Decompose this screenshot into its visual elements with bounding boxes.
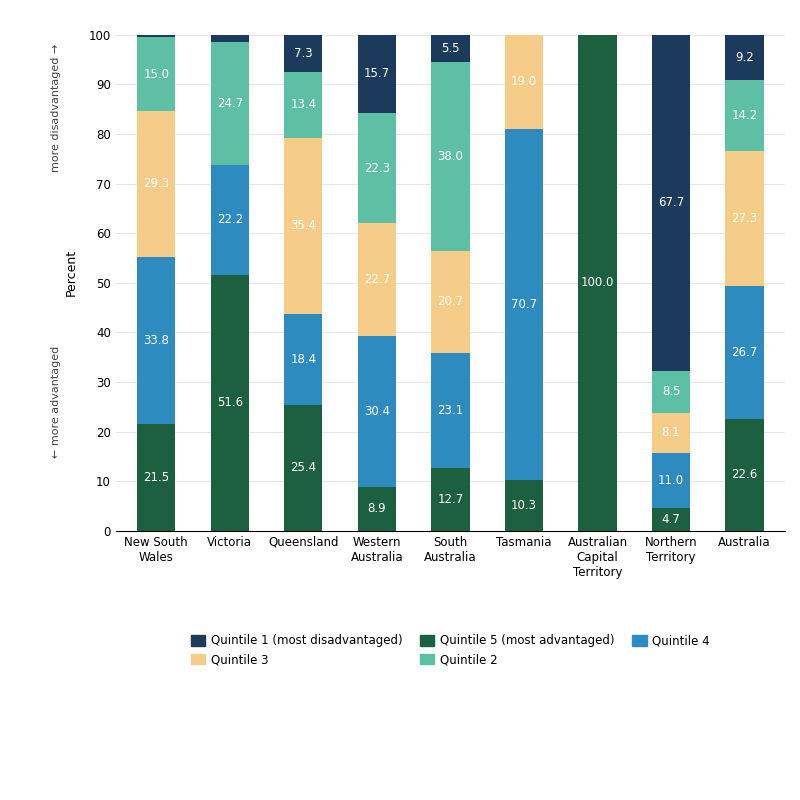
Bar <box>505 129 543 480</box>
Bar <box>726 418 764 531</box>
Bar <box>210 42 249 165</box>
Y-axis label: Percent: Percent <box>65 250 78 297</box>
Text: 8.5: 8.5 <box>662 386 680 398</box>
Bar <box>358 223 396 336</box>
Bar <box>652 35 690 370</box>
Text: 11.0: 11.0 <box>658 474 684 486</box>
Text: 35.4: 35.4 <box>290 219 316 232</box>
Bar <box>652 453 690 507</box>
Text: 19.0: 19.0 <box>511 75 537 89</box>
Bar <box>210 275 249 531</box>
Bar <box>358 336 396 486</box>
Text: 21.5: 21.5 <box>143 471 170 484</box>
Bar <box>431 468 470 531</box>
Bar <box>210 165 249 275</box>
Bar <box>505 480 543 531</box>
Text: 70.7: 70.7 <box>511 298 537 311</box>
Text: 22.3: 22.3 <box>364 162 390 174</box>
Bar <box>284 138 322 314</box>
Text: 20.7: 20.7 <box>438 295 463 309</box>
Bar <box>652 507 690 531</box>
Text: 10.3: 10.3 <box>511 499 537 512</box>
Bar <box>505 35 543 129</box>
Text: more disadvantaged →: more disadvantaged → <box>50 44 61 172</box>
Text: 38.0: 38.0 <box>438 150 463 163</box>
Text: 18.4: 18.4 <box>290 353 316 366</box>
Bar <box>431 354 470 468</box>
Bar <box>284 35 322 71</box>
Text: 22.7: 22.7 <box>364 273 390 286</box>
Text: 100.0: 100.0 <box>581 276 614 290</box>
Text: ← more advantaged: ← more advantaged <box>50 346 61 458</box>
Bar <box>652 370 690 413</box>
Bar <box>137 111 175 257</box>
Text: 15.0: 15.0 <box>143 67 170 81</box>
Text: 15.7: 15.7 <box>364 67 390 80</box>
Text: 30.4: 30.4 <box>364 405 390 418</box>
Bar <box>137 424 175 531</box>
Bar <box>358 35 396 113</box>
Bar <box>726 81 764 151</box>
Text: 22.6: 22.6 <box>731 468 758 482</box>
Text: 8.9: 8.9 <box>367 502 386 515</box>
Text: 67.7: 67.7 <box>658 196 684 210</box>
Text: 12.7: 12.7 <box>438 493 463 506</box>
Bar <box>284 405 322 531</box>
Bar <box>431 250 470 354</box>
Text: 27.3: 27.3 <box>731 212 758 225</box>
Text: 33.8: 33.8 <box>143 334 169 347</box>
Bar <box>210 35 249 42</box>
Text: 24.7: 24.7 <box>217 97 243 110</box>
Bar <box>358 113 396 223</box>
Bar <box>137 257 175 424</box>
Bar <box>431 35 470 62</box>
Text: 26.7: 26.7 <box>731 346 758 359</box>
Bar <box>431 62 470 250</box>
Bar <box>137 37 175 111</box>
Bar <box>726 286 764 418</box>
Text: 23.1: 23.1 <box>438 404 463 417</box>
Text: 4.7: 4.7 <box>662 513 680 526</box>
Bar <box>137 35 175 37</box>
Text: 51.6: 51.6 <box>217 396 243 410</box>
Bar <box>652 413 690 453</box>
Text: 14.2: 14.2 <box>731 109 758 122</box>
Bar <box>284 314 322 405</box>
Text: 7.3: 7.3 <box>294 47 313 60</box>
Text: 25.4: 25.4 <box>290 462 316 474</box>
Bar <box>284 71 322 138</box>
Bar <box>726 151 764 286</box>
Text: 22.2: 22.2 <box>217 214 243 226</box>
Bar <box>358 486 396 531</box>
Legend: Quintile 1 (most disadvantaged), Quintile 3, Quintile 5 (most advantaged), Quint: Quintile 1 (most disadvantaged), Quintil… <box>186 630 715 671</box>
Text: 5.5: 5.5 <box>441 42 460 55</box>
Text: 9.2: 9.2 <box>735 51 754 64</box>
Text: 8.1: 8.1 <box>662 426 680 439</box>
Bar <box>726 35 764 81</box>
Text: 29.3: 29.3 <box>143 178 170 190</box>
Text: 13.4: 13.4 <box>290 98 316 111</box>
Bar <box>578 35 617 531</box>
